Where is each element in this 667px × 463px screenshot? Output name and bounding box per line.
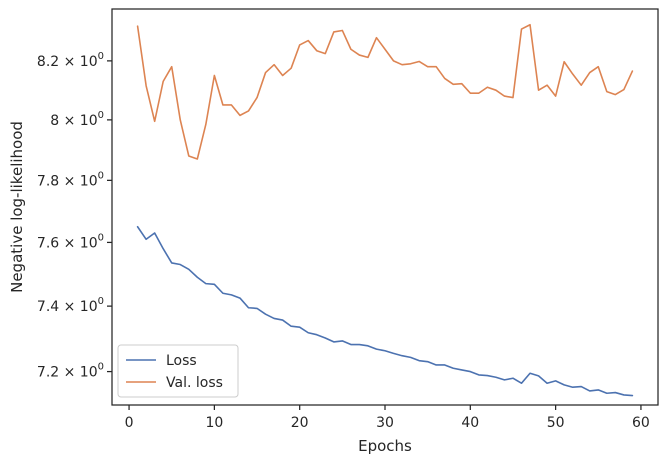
x-axis-ticks: 0 10 20 30 40 50 60 — [125, 405, 650, 431]
legend-box — [117, 344, 239, 398]
y-tick-label: 7.4 × 100 — [37, 296, 104, 315]
y-tick-label: 7.6 × 100 — [37, 232, 104, 251]
x-tick-label: 60 — [632, 415, 650, 431]
legend: Loss Val. loss — [117, 344, 239, 398]
x-tick-label: 50 — [547, 415, 565, 431]
legend-label-val-loss: Val. loss — [166, 375, 223, 391]
x-tick-label: 30 — [376, 415, 394, 431]
x-tick-label: 20 — [291, 415, 309, 431]
series-line-loss — [136, 225, 634, 397]
x-tick-label: 10 — [205, 415, 223, 431]
y-axis-ticks: 7.2 × 100 7.4 × 100 7.6 × 100 7.8 × 100 8 × … — [37, 51, 112, 381]
legend-label-loss: Loss — [166, 353, 197, 369]
x-tick-label: 0 — [125, 415, 134, 431]
y-tick-label: 7.8 × 100 — [37, 170, 104, 189]
series-line-val-loss — [136, 23, 634, 160]
x-tick-label: 40 — [461, 415, 479, 431]
y-tick-label: 8.2 × 100 — [37, 51, 104, 70]
series-lines — [136, 23, 634, 397]
x-axis-label: Epochs — [358, 437, 412, 455]
y-tick-label: 7.2 × 100 — [37, 362, 104, 381]
y-tick-label: 8 × 100 — [50, 110, 104, 129]
y-axis-label: Negative log-likelihood — [8, 121, 26, 293]
